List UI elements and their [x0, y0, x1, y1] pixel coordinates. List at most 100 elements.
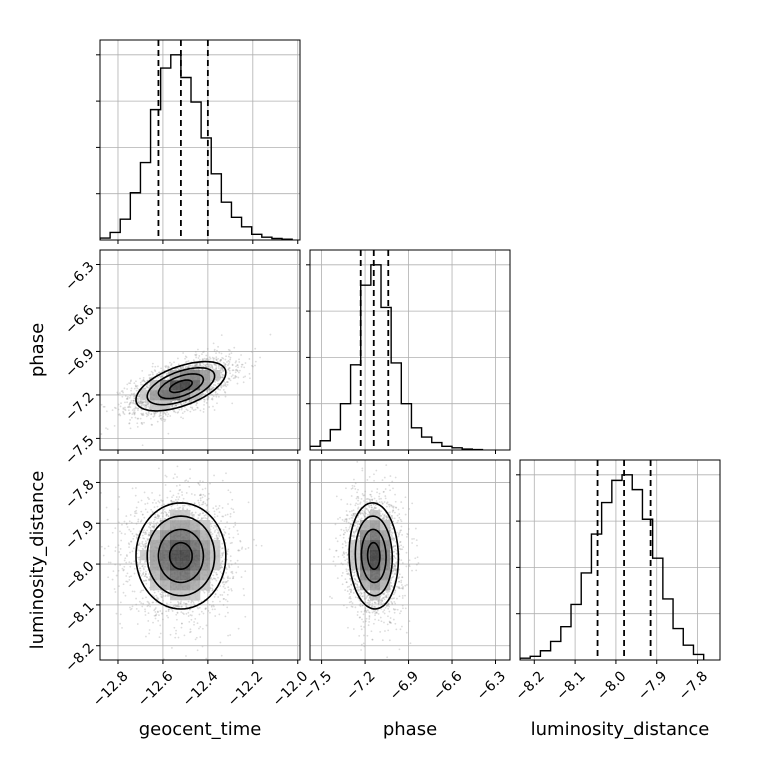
- scatter-point: [170, 508, 173, 511]
- scatter-point: [199, 512, 202, 515]
- scatter-point: [114, 546, 117, 549]
- scatter-point: [159, 624, 162, 627]
- scatter-point: [140, 408, 143, 411]
- scatter-point: [240, 576, 243, 578]
- scatter-point: [167, 610, 170, 612]
- scatter-point: [192, 600, 194, 602]
- scatter-point: [168, 608, 170, 611]
- scatter-point: [150, 370, 153, 373]
- scatter-point: [205, 366, 208, 368]
- scatter-point: [226, 513, 229, 516]
- scatter-point: [204, 517, 207, 519]
- scatter-point: [132, 395, 135, 398]
- scatter-point: [126, 580, 129, 583]
- scatter-point: [214, 529, 217, 532]
- scatter-point: [201, 496, 204, 499]
- scatter-point: [205, 504, 208, 507]
- scatter-point: [195, 404, 198, 406]
- scatter-point: [142, 545, 145, 548]
- scatter-point: [131, 532, 134, 535]
- scatter-point: [194, 363, 197, 366]
- scatter-point: [165, 511, 168, 514]
- scatter-point: [136, 425, 139, 428]
- scatter-point: [210, 577, 212, 579]
- scatter-point: [128, 412, 131, 415]
- scatter-point: [160, 419, 163, 421]
- scatter-point: [144, 508, 147, 511]
- scatter-point: [189, 410, 192, 413]
- scatter-point: [152, 526, 155, 528]
- scatter-point: [166, 595, 169, 597]
- scatter-point: [207, 492, 210, 495]
- scatter-point: [142, 401, 144, 404]
- scatter-point: [153, 369, 156, 372]
- scatter-point: [170, 400, 172, 403]
- scatter-point: [158, 515, 160, 518]
- scatter-point: [219, 641, 222, 644]
- scatter-point: [146, 600, 149, 603]
- scatter-point: [140, 589, 143, 592]
- scatter-point: [151, 365, 154, 368]
- scatter-point: [144, 546, 147, 548]
- scatter-point: [123, 520, 126, 523]
- scatter-point: [143, 580, 146, 582]
- scatter-point: [193, 603, 196, 606]
- scatter-point: [137, 565, 140, 567]
- scatter-point: [136, 385, 139, 387]
- density-cell: [200, 380, 211, 391]
- scatter-point: [199, 636, 202, 638]
- scatter-point: [186, 508, 189, 511]
- scatter-point: [129, 402, 131, 404]
- scatter-point: [213, 531, 216, 533]
- scatter-point: [107, 561, 110, 564]
- scatter-point: [234, 374, 237, 377]
- scatter-point: [202, 351, 204, 354]
- scatter-point: [153, 499, 156, 501]
- scatter-point: [206, 398, 209, 401]
- scatter-point: [218, 351, 221, 354]
- scatter-point: [201, 645, 204, 648]
- scatter-point: [182, 366, 185, 369]
- scatter-point: [126, 383, 129, 386]
- scatter-point: [117, 508, 120, 511]
- scatter-point: [170, 500, 172, 502]
- scatter-point: [184, 401, 187, 404]
- scatter-point: [202, 517, 205, 519]
- scatter-point: [222, 533, 225, 536]
- scatter-point: [195, 364, 197, 367]
- scatter-point: [187, 366, 190, 369]
- density-cell: [190, 370, 201, 381]
- scatter-point: [215, 534, 218, 537]
- scatter-point: [166, 373, 169, 375]
- scatter-point: [231, 374, 234, 377]
- scatter-point: [137, 409, 139, 412]
- scatter-point: [198, 359, 201, 361]
- scatter-point: [178, 408, 181, 411]
- scatter-point: [143, 575, 146, 578]
- y-tick-label: −6.9: [62, 346, 97, 381]
- scatter-point: [236, 369, 239, 372]
- scatter-point: [208, 364, 210, 367]
- scatter-point: [198, 606, 201, 609]
- scatter-point: [216, 393, 219, 395]
- scatter-point: [150, 508, 153, 511]
- scatter-point: [138, 600, 141, 603]
- scatter-point: [229, 559, 232, 562]
- scatter-point: [143, 516, 146, 519]
- scatter-point: [164, 366, 167, 369]
- scatter-point: [168, 372, 170, 375]
- scatter-point: [189, 477, 191, 480]
- scatter-point: [224, 391, 227, 394]
- scatter-point: [201, 488, 204, 491]
- scatter-point: [128, 382, 130, 385]
- scatter-point: [211, 583, 213, 586]
- scatter-point: [159, 632, 162, 635]
- scatter-point: [128, 528, 131, 531]
- scatter-point: [218, 504, 221, 507]
- scatter-point: [201, 393, 204, 396]
- scatter-point: [154, 370, 157, 373]
- scatter-point: [140, 404, 143, 407]
- scatter-point: [230, 563, 233, 566]
- scatter-point: [232, 536, 235, 539]
- scatter-point: [133, 392, 136, 395]
